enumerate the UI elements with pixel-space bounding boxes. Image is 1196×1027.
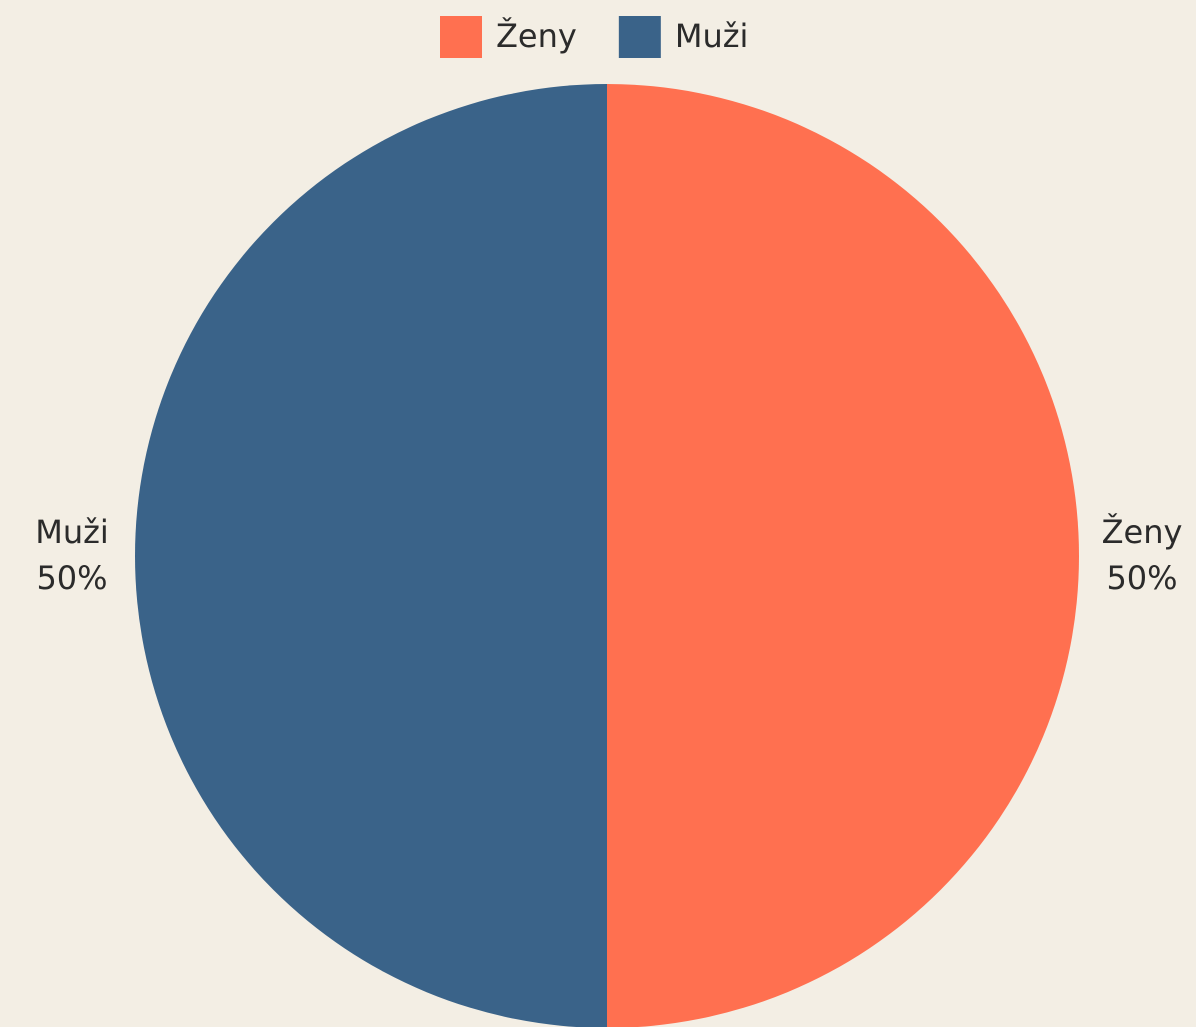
slice-category-label: Muži (35, 513, 109, 551)
pie-slice (607, 84, 1079, 1027)
legend-label: Ženy (496, 17, 577, 55)
slice-value-label: 50% (1106, 559, 1177, 597)
slice-value-label: 50% (36, 559, 107, 597)
legend-swatch (618, 16, 661, 58)
legend-swatch (440, 16, 482, 58)
pie-slice (135, 84, 607, 1027)
legend-label: Muži (675, 17, 749, 55)
slice-category-label: Ženy (1102, 513, 1183, 551)
